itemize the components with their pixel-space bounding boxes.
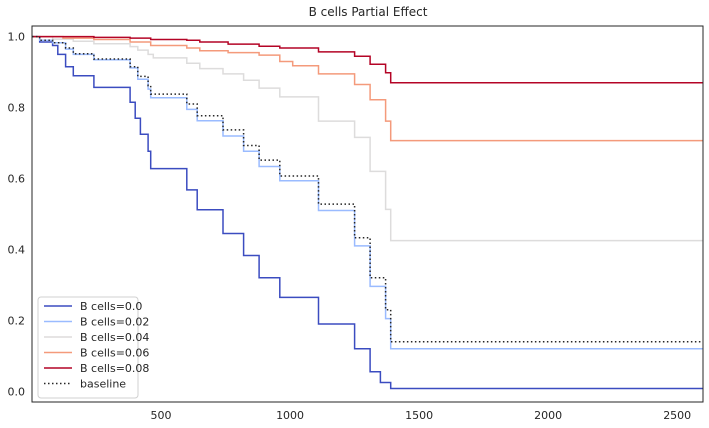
legend-label: B cells=0.08 [80,362,149,375]
legend-label: B cells=0.06 [80,347,149,360]
y-tick-label: 0.8 [8,102,26,115]
legend-label: B cells=0.0 [80,300,142,313]
x-tick-label: 2000 [534,409,562,422]
series-line-1 [32,35,703,390]
x-tick-label: 1000 [276,409,304,422]
legend-label: B cells=0.02 [80,316,149,329]
x-tick-label: 2500 [663,409,691,422]
series-line-5 [32,35,703,84]
series-layer [32,35,703,390]
y-tick-label: 0.2 [8,314,26,327]
legend-label: baseline [80,378,126,391]
legend-label: B cells=0.04 [80,331,149,344]
legend: B cells=0.0 B cells=0.02 B cells=0.04 B cel… [37,296,149,399]
y-tick-label: 1.0 [8,31,26,44]
y-tick-label: 0.6 [8,173,26,186]
y-tick-label: 0.4 [8,243,26,256]
x-tick-label: 500 [151,409,172,422]
series-line-3 [32,35,703,242]
y-tick-label: 0.0 [8,385,26,398]
series-line-4 [32,35,703,142]
x-tick-label: 1500 [405,409,433,422]
x-axis: 500 1000 1500 2000 2500 [151,409,692,422]
plot-frame [31,25,704,403]
y-axis: 0.0 0.2 0.4 0.6 0.8 1.0 [8,31,26,399]
chart-title: B cells Partial Effect [309,5,428,19]
series-line-2 [32,35,703,350]
